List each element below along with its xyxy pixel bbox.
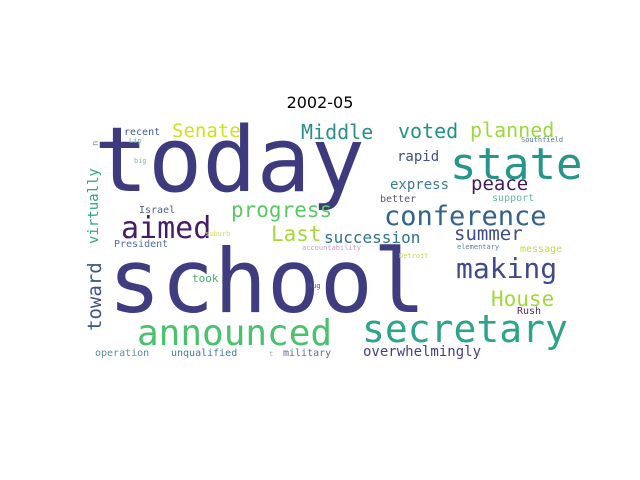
word-israel: Israel	[139, 205, 176, 216]
word-support: support	[492, 193, 535, 204]
word-overwhelmingly: overwhelmingly	[363, 344, 482, 360]
word-detroit: Detroit	[399, 252, 429, 260]
word-big: big	[134, 157, 147, 165]
word-succession: succession	[324, 228, 421, 247]
word-military: military	[283, 348, 332, 359]
word-hug: Hug	[308, 282, 321, 290]
chart-title: 2002-05	[286, 93, 354, 112]
word-announced: announced	[137, 313, 333, 354]
word-lip: Lip	[129, 137, 142, 145]
word-voted: voted	[398, 119, 459, 143]
word-unqualified: unqualified	[171, 348, 238, 359]
word-school: school	[108, 230, 426, 333]
word-rush: Rush	[517, 306, 542, 317]
word-planned: planned	[470, 118, 555, 142]
word-conference: conference	[384, 201, 547, 232]
word-took: took	[192, 272, 219, 285]
word-house: House	[491, 287, 555, 311]
word-today: today	[94, 108, 365, 213]
word-last: Last	[271, 222, 322, 246]
word-making: making	[456, 252, 558, 285]
word-better: better	[380, 194, 417, 205]
word-president: President	[114, 239, 169, 250]
word-aimed: aimed	[121, 211, 212, 246]
word-recent: recent	[124, 127, 161, 138]
word-southfield: Southfield	[521, 136, 564, 144]
word-toward: toward	[84, 262, 106, 331]
word-n: n	[91, 140, 101, 146]
word-elementary: elementary	[457, 243, 500, 251]
word-t: t	[269, 350, 274, 358]
word-senate: Senate	[172, 120, 241, 142]
word-middle: Middle	[301, 120, 374, 144]
word-operation: operation	[95, 348, 150, 359]
word-progress: progress	[231, 198, 333, 222]
word-message: message	[520, 244, 563, 255]
word-rapid: rapid	[397, 149, 440, 165]
word-summer: summer	[454, 223, 523, 245]
word-virtually: virtually	[86, 168, 102, 244]
word-secretary: secretary	[362, 307, 568, 351]
word-accountability: accountability	[302, 244, 362, 252]
word-express: express	[390, 177, 450, 193]
word-state: state	[450, 139, 583, 190]
word-suburb: suburb	[205, 230, 231, 238]
word-peace: peace	[471, 173, 529, 195]
